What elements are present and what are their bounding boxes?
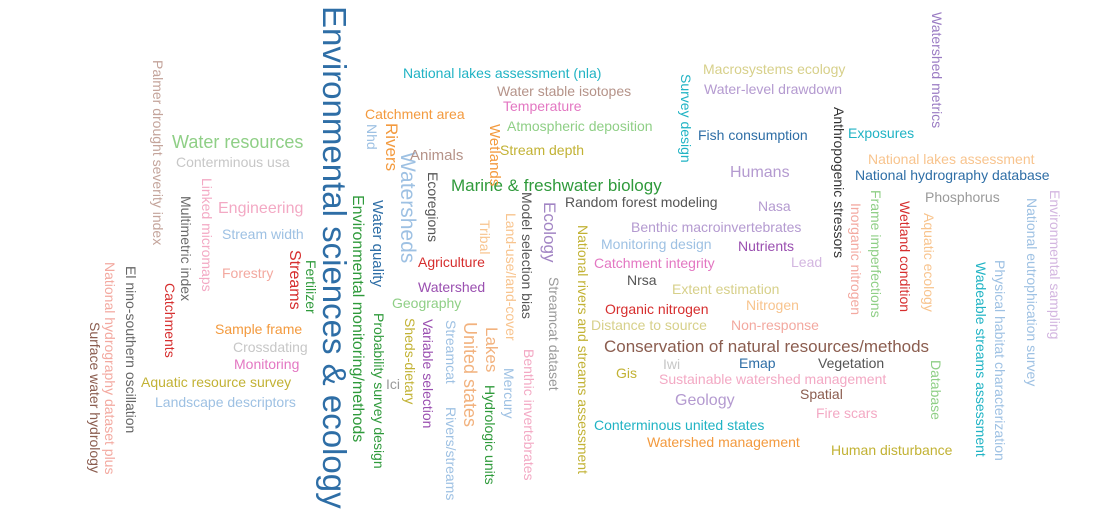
word-landscape-descriptors: Landscape descriptors (155, 394, 296, 410)
word-streamcat-dataset: Streamcat dataset (546, 277, 562, 391)
word-nitrogen: Nitrogen (746, 297, 799, 313)
word-catchment-area: Catchment area (365, 106, 465, 122)
word-human-disturbance: Human disturbance (831, 442, 953, 458)
word-stream-width: Stream width (222, 226, 304, 242)
word-marine-and-freshwater-biology: Marine & freshwater biology (451, 176, 662, 195)
word-mercury: Mercury (501, 368, 517, 419)
word-ecoregions: Ecoregions (425, 172, 441, 243)
word-survey-design: Survey design (678, 74, 694, 163)
word-linked-micromaps: Linked micromaps (199, 178, 215, 292)
word-fire-scars: Fire scars (816, 405, 878, 421)
word-national-lakes-assessment-nla: National lakes assessment (nla) (403, 65, 602, 81)
word-water-quality: Water quality (369, 200, 386, 287)
word-wadeable-streams-assessment: Wadeable streams assessment (973, 262, 989, 457)
word-aquatic-resource-survey: Aquatic resource survey (141, 374, 292, 390)
word-streams: Streams (286, 250, 303, 310)
word-environmental-monitoring-methods: Environmental monitoring/methods (349, 195, 366, 443)
word-nrsa: Nrsa (627, 272, 657, 288)
word-conservation-of-natural-resources-methods: Conservation of natural resources/method… (604, 337, 930, 356)
word-random-forest-modeling: Random forest modeling (565, 194, 718, 210)
word-geography: Geography (392, 295, 462, 311)
word-conterminous-united-states: Conterminous united states (594, 417, 765, 433)
word-sustainable-watershed-management: Sustainable watershed management (659, 371, 887, 387)
word-nasa: Nasa (758, 198, 791, 214)
word-catchments: Catchments (162, 283, 178, 358)
word-distance-to-source: Distance to source (591, 317, 707, 333)
word-fish-consumption: Fish consumption (698, 127, 808, 143)
word-catchment-integrity: Catchment integrity (594, 255, 715, 271)
word-humans: Humans (730, 164, 790, 181)
word-benthic-macroinvertebrates: Benthic macroinvertebrates (631, 219, 802, 235)
word-watershed-metrics: Watershed metrics (929, 12, 945, 129)
word-geology: Geology (675, 392, 735, 409)
word-crossdating: Crossdating (233, 339, 308, 355)
word-national-hydrography-database: National hydrography database (855, 167, 1050, 183)
word-sheds-dietary: Sheds-dietary (402, 318, 418, 405)
word-national-hydrography-dataset-plus: National hydrography dataset plus (102, 262, 118, 475)
word-ecology: Ecology (540, 202, 559, 263)
word-streamcat: Streamcat (443, 320, 459, 384)
word-phosphorus: Phosphorus (925, 189, 1000, 205)
word-fertilizer: Fertilizer (303, 260, 319, 314)
word-water-level-drawdown: Water-level drawdown (704, 81, 842, 97)
word-national-rivers-and-streams-assessment: National rivers and streams assessment (575, 225, 591, 474)
word-national-lakes-assessment: National lakes assessment (868, 151, 1035, 167)
word-vegetation: Vegetation (818, 355, 885, 371)
word-forestry: Forestry (222, 265, 274, 281)
word-exposures: Exposures (848, 125, 915, 141)
word-national-eutrophication-survey: National eutrophication survey (1024, 198, 1040, 387)
word-environmental-sciences-and-ecology: Environmental sciences & ecology (316, 6, 353, 509)
word-monitoring-design: Monitoring design (601, 236, 712, 252)
word-extent-estimation: Extent estimation (672, 281, 780, 297)
word-lead: Lead (791, 254, 823, 270)
word-engineering: Engineering (218, 200, 304, 217)
word-multimetric-index: Multimetric index (178, 196, 194, 302)
word-el-nino-southern-oscillation: El nino-southern oscillation (123, 266, 139, 434)
word-ici: Ici (386, 376, 400, 392)
word-spatial: Spatial (800, 386, 843, 402)
word-benthic-invertebrates: Benthic invertebrates (521, 349, 537, 481)
word-monitoring: Monitoring (234, 356, 300, 372)
word-sample-frame: Sample frame (215, 321, 303, 337)
word-rivers-streams: Rivers/streams (443, 407, 459, 501)
word-physical-habitat-characterization: Physical habitat characterization (992, 260, 1008, 461)
word-palmer-drought-severity-index: Palmer drought severity index (150, 60, 166, 246)
word-watershed-management: Watershed management (647, 434, 800, 450)
word-atmospheric-deposition: Atmospheric deposition (507, 118, 653, 134)
word-water-stable-isotopes: Water stable isotopes (497, 83, 632, 99)
word-database: Database (928, 360, 944, 420)
word-environmental-sampling: Environmental sampling (1047, 190, 1063, 340)
word-temperature: Temperature (503, 98, 582, 114)
word-nhd: Nhd (364, 124, 380, 150)
word-variable-selection: Variable selection (420, 319, 436, 429)
word-united-states: United states (460, 322, 480, 428)
word-animals: Animals (410, 147, 464, 164)
word-model-selection-bias: Model selection bias (519, 192, 535, 319)
word-anthropogenic-stressors: Anthropogenic stressors (831, 107, 847, 258)
word-wetland-condition: Wetland condition (897, 201, 913, 313)
word-rivers: Rivers (382, 123, 401, 172)
word-probability-survey-design: Probability survey design (371, 313, 387, 469)
word-gis: Gis (616, 365, 637, 381)
word-conterminous-usa: Conterminous usa (176, 154, 290, 170)
word-emap: Emap (739, 355, 776, 371)
word-surface-water-hydrology: Surface water hydrology (87, 322, 103, 473)
word-macrosystems-ecology: Macrosystems ecology (703, 61, 846, 77)
word-land-use-land-cover: Land-use/land-cover (503, 213, 519, 341)
word-stream-depth: Stream depth (500, 142, 585, 158)
word-nutrients: Nutrients (738, 238, 795, 254)
word-aquatic-ecology: Aquatic ecology (921, 213, 937, 312)
word-water-resources: Water resources (172, 132, 304, 152)
word-inorganic-nitrogen: Inorganic nitrogen (848, 203, 864, 316)
word-tribal: Tribal (477, 220, 493, 255)
word-agriculture: Agriculture (418, 254, 485, 270)
word-hydrologic-units: Hydrologic units (482, 385, 498, 485)
word-organic-nitrogen: Organic nitrogen (605, 301, 709, 317)
word-frame-imperfections: Frame imperfections (868, 190, 884, 318)
word-lakes: Lakes (482, 327, 501, 373)
word-watershed: Watershed (418, 279, 486, 295)
word-non-response: Non-response (731, 317, 819, 333)
word-iwi: Iwi (663, 356, 681, 372)
